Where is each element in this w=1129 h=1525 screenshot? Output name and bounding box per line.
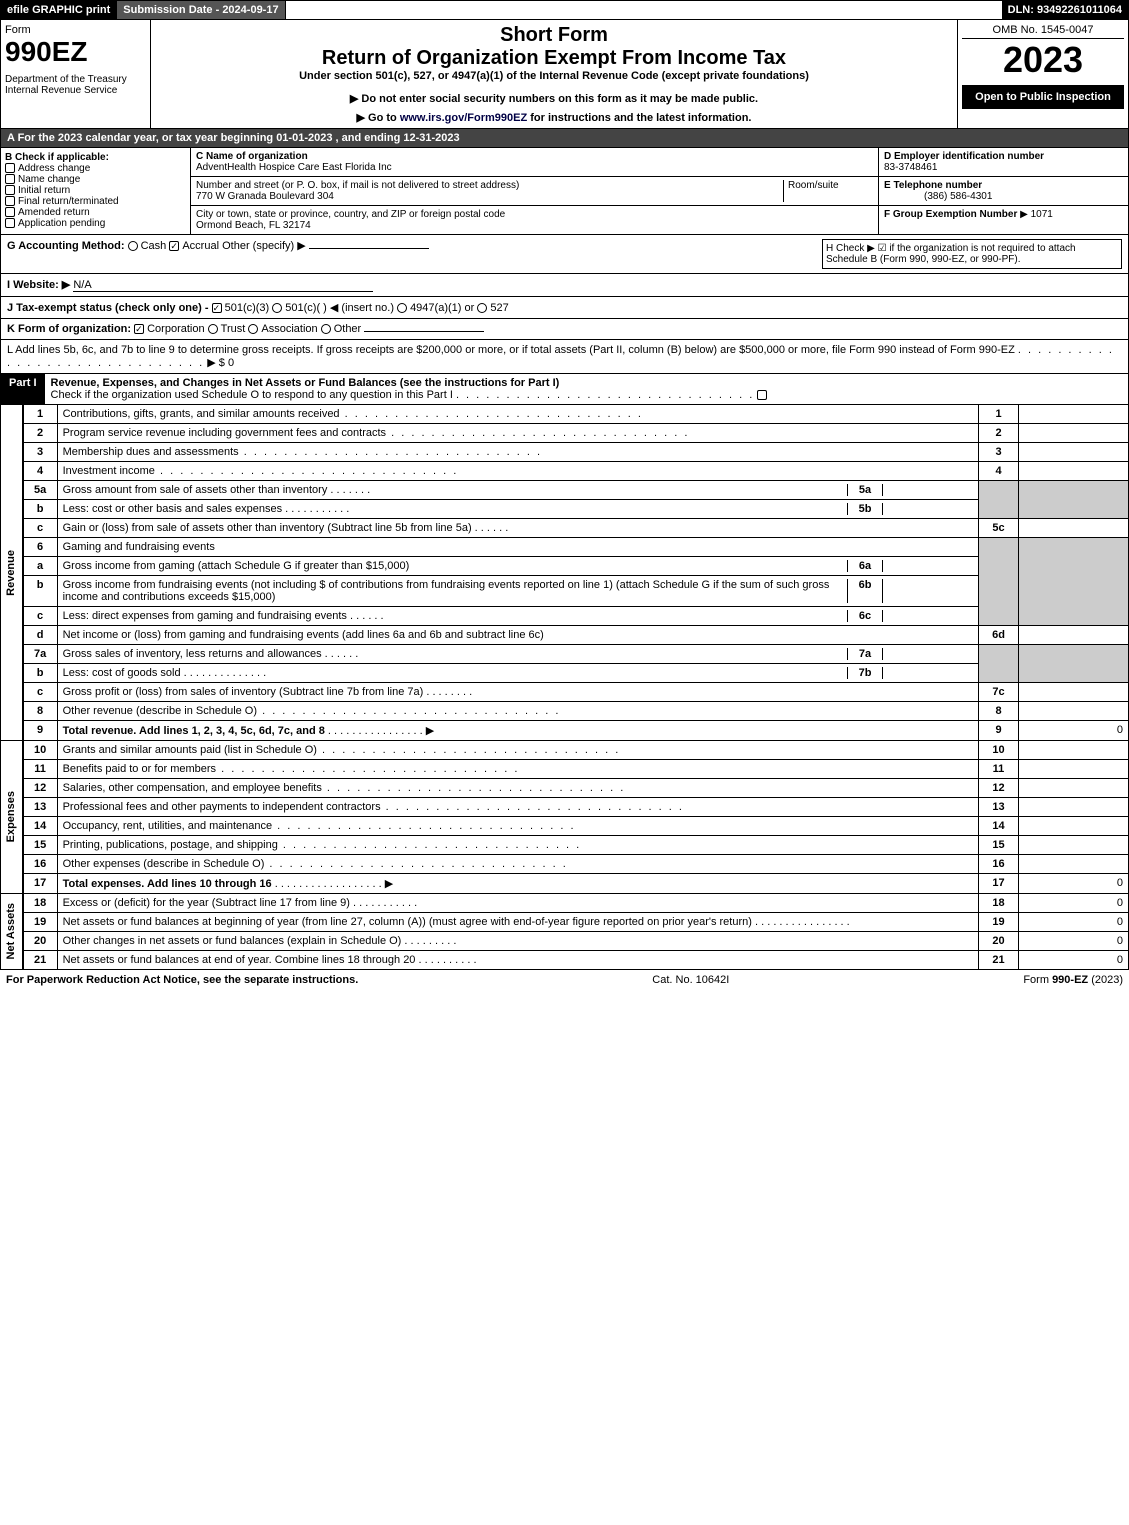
chk-corp[interactable] bbox=[134, 324, 144, 334]
chk-application-pending[interactable] bbox=[5, 218, 15, 228]
row-i: I Website: ▶ N/A bbox=[0, 274, 1129, 297]
footer-right: Form 990-EZ (2023) bbox=[1023, 974, 1123, 986]
netassets-vlabel: Net Assets bbox=[3, 899, 19, 963]
chk-501c[interactable] bbox=[272, 303, 282, 313]
h-box: H Check ▶ ☑ if the organization is not r… bbox=[822, 239, 1122, 269]
b-header: B Check if applicable: bbox=[5, 152, 186, 163]
chk-schedule-o[interactable] bbox=[757, 390, 767, 400]
form-number: 990EZ bbox=[5, 36, 146, 68]
tax-year: 2023 bbox=[962, 39, 1124, 81]
chk-other[interactable] bbox=[321, 324, 331, 334]
chk-initial-return[interactable] bbox=[5, 185, 15, 195]
chk-4947[interactable] bbox=[397, 303, 407, 313]
col-d-ein: D Employer identification number 83-3748… bbox=[878, 148, 1128, 234]
open-inspection: Open to Public Inspection bbox=[962, 85, 1124, 109]
irs-link[interactable]: www.irs.gov/Form990EZ bbox=[400, 112, 527, 124]
netassets-table: 18Excess or (deficit) for the year (Subt… bbox=[23, 894, 1129, 970]
row-k: K Form of organization: Corporation Trus… bbox=[0, 319, 1129, 340]
efile-label[interactable]: efile GRAPHIC print bbox=[1, 1, 117, 19]
i-label: I Website: ▶ bbox=[7, 279, 70, 291]
chk-address-change[interactable] bbox=[5, 163, 15, 173]
chk-501c3[interactable] bbox=[212, 303, 222, 313]
chk-assoc[interactable] bbox=[248, 324, 258, 334]
radio-accrual[interactable] bbox=[169, 241, 179, 251]
submission-date: Submission Date - 2024-09-17 bbox=[117, 1, 285, 19]
chk-final-return[interactable] bbox=[5, 196, 15, 206]
revenue-table: 1Contributions, gifts, grants, and simil… bbox=[23, 405, 1129, 741]
section-b-wrapper: B Check if applicable: Address change Na… bbox=[0, 148, 1129, 235]
part1-header: Part I Revenue, Expenses, and Changes in… bbox=[0, 374, 1129, 405]
tel-label: E Telephone number bbox=[884, 180, 982, 191]
ein-value: 83-3748461 bbox=[884, 162, 937, 173]
dept-label: Department of the Treasury Internal Reve… bbox=[5, 74, 146, 96]
revenue-vlabel: Revenue bbox=[3, 546, 19, 600]
chk-name-change[interactable] bbox=[5, 174, 15, 184]
tel-value: (386) 586-4301 bbox=[884, 191, 992, 202]
group-label: F Group Exemption Number bbox=[884, 209, 1017, 220]
l-amount: ▶ $ 0 bbox=[207, 357, 234, 369]
g-label: G Accounting Method: bbox=[7, 240, 125, 252]
c-addr-label: Number and street (or P. O. box, if mail… bbox=[196, 180, 519, 191]
page-footer: For Paperwork Reduction Act Notice, see … bbox=[0, 970, 1129, 990]
expenses-table: 10Grants and similar amounts paid (list … bbox=[23, 741, 1129, 894]
row-l: L Add lines 5b, 6c, and 7b to line 9 to … bbox=[0, 340, 1129, 374]
revenue-section: Revenue 1Contributions, gifts, grants, a… bbox=[0, 405, 1129, 741]
form-header: Form 990EZ Department of the Treasury In… bbox=[0, 20, 1129, 129]
expenses-section: Expenses 10Grants and similar amounts pa… bbox=[0, 741, 1129, 894]
dln: DLN: 93492261011064 bbox=[1002, 1, 1128, 19]
k-label: K Form of organization: bbox=[7, 323, 131, 335]
org-city: Ormond Beach, FL 32174 bbox=[196, 220, 311, 231]
footer-mid: Cat. No. 10642I bbox=[652, 974, 729, 986]
g-other: Other (specify) ▶ bbox=[222, 240, 306, 252]
c-name-label: C Name of organization bbox=[196, 151, 308, 162]
ssn-warning: ▶ Do not enter social security numbers o… bbox=[155, 92, 953, 105]
main-title: Return of Organization Exempt From Incom… bbox=[155, 47, 953, 70]
chk-trust[interactable] bbox=[208, 324, 218, 334]
chk-527[interactable] bbox=[477, 303, 487, 313]
room-label: Room/suite bbox=[788, 180, 839, 191]
under-section: Under section 501(c), 527, or 4947(a)(1)… bbox=[155, 70, 953, 82]
part1-title: Revenue, Expenses, and Changes in Net As… bbox=[51, 377, 560, 389]
omb-number: OMB No. 1545-0047 bbox=[962, 24, 1124, 39]
org-address: 770 W Granada Boulevard 304 bbox=[196, 191, 334, 202]
expenses-vlabel: Expenses bbox=[3, 787, 19, 846]
chk-amended-return[interactable] bbox=[5, 207, 15, 217]
goto-link[interactable]: ▶ Go to www.irs.gov/Form990EZ for instru… bbox=[155, 111, 953, 124]
col-c-org: C Name of organization AdventHealth Hosp… bbox=[191, 148, 878, 234]
col-b-checkboxes: B Check if applicable: Address change Na… bbox=[1, 148, 191, 234]
org-name: AdventHealth Hospice Care East Florida I… bbox=[196, 162, 392, 173]
part1-check: Check if the organization used Schedule … bbox=[51, 389, 453, 401]
row-j: J Tax-exempt status (check only one) - 5… bbox=[0, 297, 1129, 319]
netassets-section: Net Assets 18Excess or (deficit) for the… bbox=[0, 894, 1129, 970]
l-text: L Add lines 5b, 6c, and 7b to line 9 to … bbox=[7, 344, 1015, 356]
j-label: J Tax-exempt status (check only one) - bbox=[7, 302, 209, 314]
website-value: N/A bbox=[73, 279, 373, 292]
short-form-title: Short Form bbox=[155, 24, 953, 47]
row-a-period: A For the 2023 calendar year, or tax yea… bbox=[0, 129, 1129, 148]
ein-label: D Employer identification number bbox=[884, 151, 1044, 162]
group-value: ▶ 1071 bbox=[1020, 209, 1053, 220]
radio-cash[interactable] bbox=[128, 241, 138, 251]
c-city-label: City or town, state or province, country… bbox=[196, 209, 505, 220]
header-bar: efile GRAPHIC print Submission Date - 20… bbox=[0, 0, 1129, 20]
part1-badge: Part I bbox=[1, 374, 45, 404]
footer-left: For Paperwork Reduction Act Notice, see … bbox=[6, 974, 358, 986]
form-word: Form bbox=[5, 24, 146, 36]
row-g-h: G Accounting Method: Cash Accrual Other … bbox=[0, 235, 1129, 274]
